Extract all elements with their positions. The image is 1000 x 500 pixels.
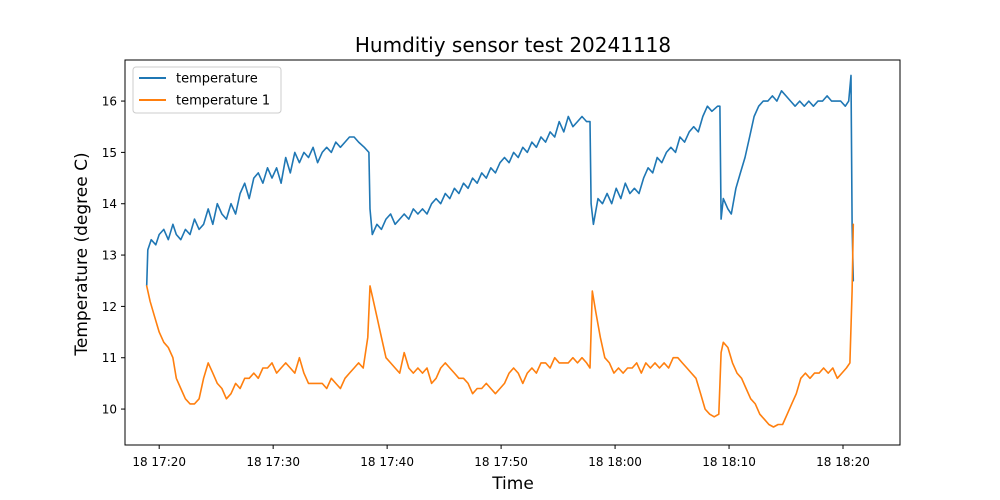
y-tick-label: 10: [102, 403, 117, 417]
legend-box: [132, 66, 282, 114]
axis-layer: 10 11 12 13 14 15 16 18 17:20 18 17:30 18 17:40 18…: [102, 95, 870, 469]
y-tick-label: 16: [102, 95, 117, 109]
x-axis-label: Time: [491, 474, 534, 494]
series-layer: [145, 74, 855, 428]
x-tick-label: 18 18:20: [816, 455, 870, 469]
x-tick-label: 18 17:40: [360, 455, 414, 469]
x-tick-label: 18 17:20: [132, 455, 186, 469]
legend-label: temperature 1: [176, 94, 270, 109]
series-line-2: [145, 223, 855, 428]
legend: temperature temperature 1: [132, 66, 282, 114]
y-tick-label: 12: [102, 300, 117, 314]
series-line-1: [145, 74, 855, 287]
x-tick-label: 18 17:30: [246, 455, 300, 469]
y-tick-label: 11: [102, 351, 117, 365]
legend-label: temperature: [176, 72, 258, 87]
y-tick-label: 13: [102, 249, 117, 263]
chart-title: Humditiy sensor test 20241118: [355, 33, 671, 57]
y-axis-label: Temperature (degree C): [72, 152, 92, 356]
x-tick-label: 18 18:00: [588, 455, 642, 469]
x-tick-label: 18 18:10: [702, 455, 756, 469]
plot-frame: [124, 59, 901, 446]
y-tick-label: 14: [102, 197, 117, 211]
x-tick-label: 18 17:50: [474, 455, 528, 469]
y-tick-label: 15: [102, 146, 117, 160]
